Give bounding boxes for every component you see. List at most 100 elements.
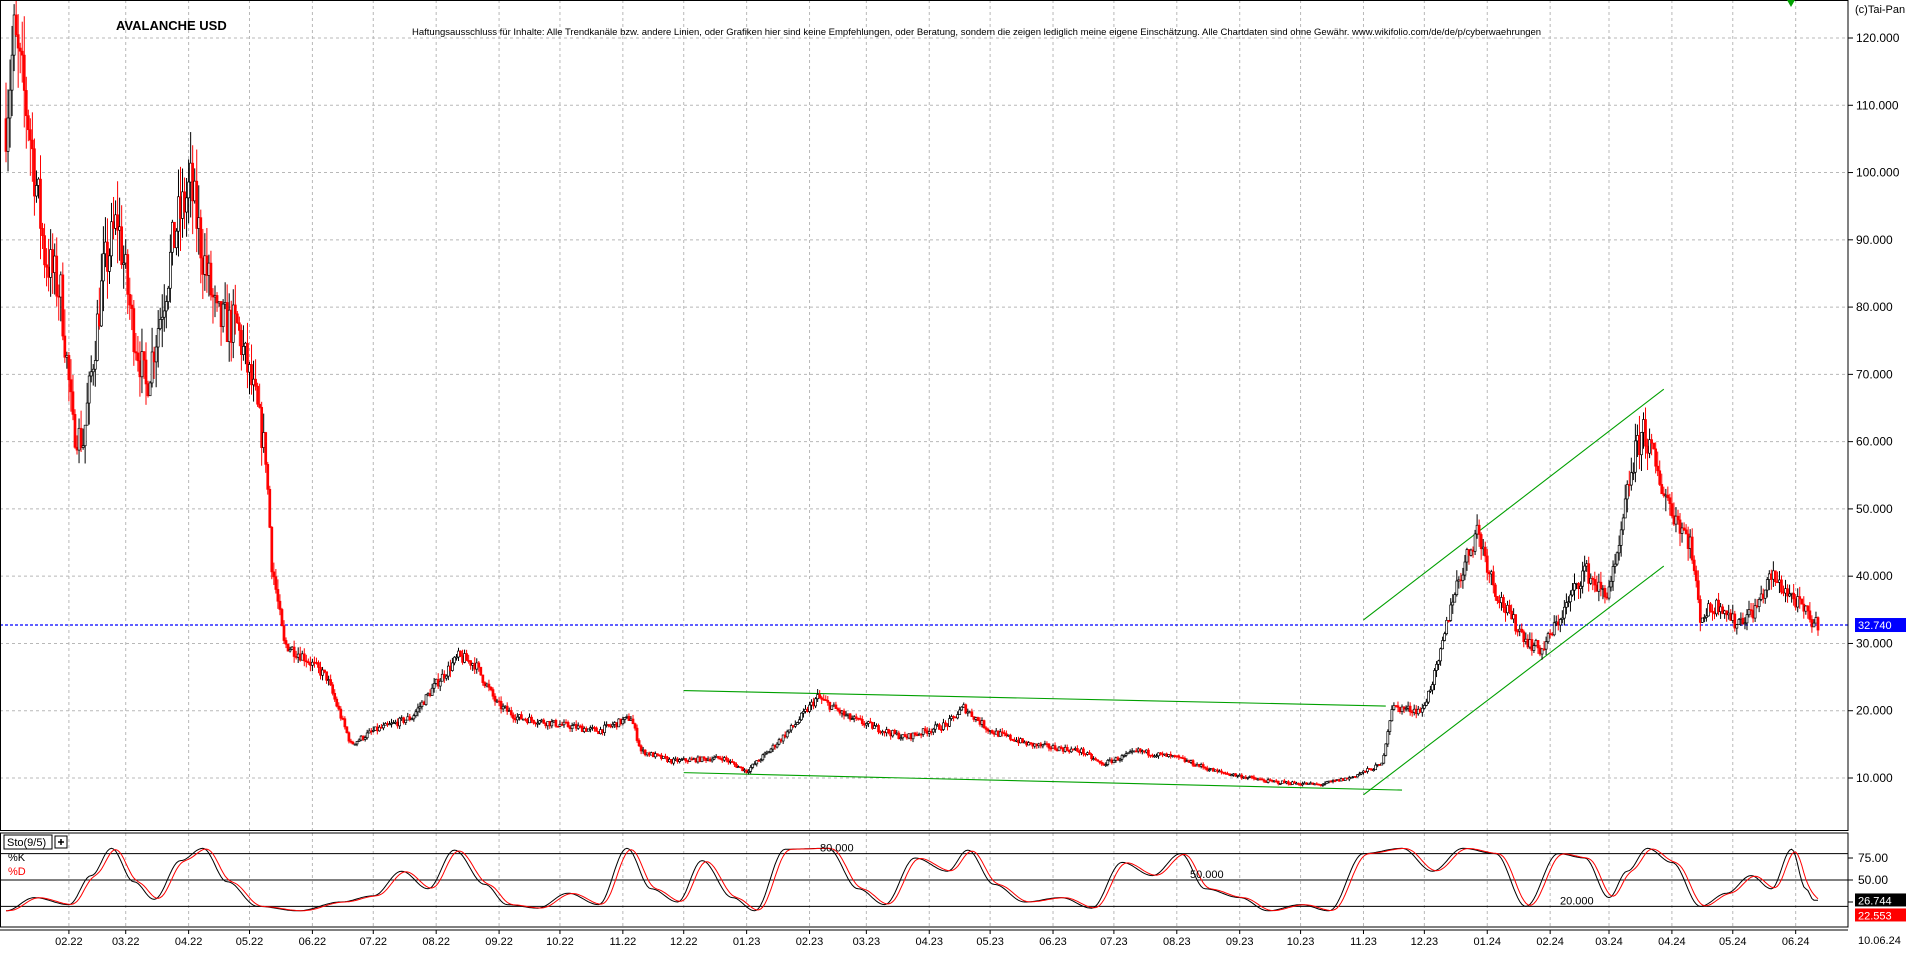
candle-body [1098, 760, 1102, 763]
candle-body [1544, 641, 1548, 650]
add-indicator-icon[interactable] [54, 835, 68, 849]
candle-body [1745, 614, 1749, 624]
candle-body [948, 718, 951, 727]
candle-body [1427, 690, 1430, 703]
candle-body [351, 741, 355, 745]
candle-body [493, 695, 497, 702]
candle-body [1234, 773, 1237, 777]
y-tick-label: 20.000 [1856, 704, 1893, 718]
d-value-label: 22.553 [1858, 910, 1892, 922]
candle-body [1423, 705, 1426, 709]
candle-body [680, 759, 684, 761]
x-tick-label: 02.23 [796, 936, 824, 948]
candle-body [1788, 593, 1791, 597]
candle-body [798, 719, 801, 723]
candle-body [481, 674, 485, 683]
candle-body [1621, 517, 1625, 531]
candle-body [1439, 648, 1442, 662]
candle-body [655, 753, 659, 756]
candle-body [1323, 783, 1327, 785]
candle-body [1230, 774, 1233, 777]
candle-body [1619, 529, 1623, 546]
x-tick-label: 05.22 [236, 936, 264, 948]
candle-body [1065, 746, 1069, 751]
candle-body [964, 704, 968, 714]
candle-body [1703, 617, 1706, 619]
candle-body [1599, 581, 1603, 590]
candle-body [335, 698, 339, 707]
y-tick-label: 60.000 [1856, 435, 1893, 449]
candle-body [1485, 555, 1489, 573]
x-tick-label: 01.23 [733, 936, 761, 948]
candle-body [284, 640, 288, 645]
candle-body [162, 310, 166, 318]
candle-body [1266, 779, 1270, 783]
candle-body [970, 711, 974, 717]
candle-body [844, 714, 848, 717]
candle-body [1536, 640, 1540, 649]
candle-body [329, 679, 333, 686]
candle-body [1569, 594, 1572, 603]
candle-body [1496, 596, 1499, 602]
candle-body [83, 424, 87, 447]
candle-body [81, 445, 85, 448]
candle-body [755, 760, 759, 765]
candle-body [1372, 769, 1375, 772]
x-tick-label: 11.22 [609, 936, 636, 948]
candle-body [1191, 760, 1195, 766]
last-price-label: 32.740 [1858, 620, 1892, 632]
candle-body [1262, 779, 1266, 782]
candle-body [1816, 617, 1820, 631]
candle-body [1157, 752, 1160, 757]
candle-body [775, 743, 779, 748]
candle-body [1437, 660, 1440, 665]
candle-body [378, 726, 381, 732]
candle-body [1743, 622, 1747, 625]
candle-body [280, 609, 284, 627]
candle-body [1658, 470, 1662, 485]
candle-body [438, 680, 442, 687]
candle-body [899, 737, 903, 740]
candle-body [1408, 705, 1412, 713]
candle-body [1735, 624, 1739, 629]
candle-body [132, 308, 136, 353]
candle-body [1711, 610, 1714, 613]
indicator-name-box[interactable] [3, 834, 53, 850]
candle-body [1617, 545, 1621, 554]
candle-body [1615, 552, 1619, 565]
k-value-tag [1855, 893, 1906, 907]
candle-body [1041, 744, 1045, 747]
candle-body [710, 758, 714, 762]
candle-body [785, 731, 789, 738]
candle-body [1502, 597, 1505, 608]
candle-body [10, 54, 14, 91]
candle-body [1812, 622, 1816, 628]
candle-body [712, 756, 716, 760]
candle-body [1705, 615, 1708, 618]
candle-body [1447, 620, 1451, 622]
candle-body [1581, 570, 1584, 587]
candle-body [41, 228, 44, 236]
candle-body [169, 251, 172, 289]
candle-body [733, 762, 736, 765]
candle-body [85, 402, 89, 426]
y-tick-label: 80.000 [1856, 300, 1893, 314]
candle-body [509, 710, 513, 716]
candle-body [1558, 619, 1562, 626]
candle-body [22, 54, 26, 91]
candle-body [631, 718, 635, 725]
candle-body [911, 732, 915, 740]
candle-body [1449, 604, 1453, 621]
candle-body [664, 755, 667, 758]
candle-body [1780, 579, 1783, 593]
candle-body [304, 660, 308, 663]
candle-body [1276, 780, 1280, 784]
candle-body [633, 723, 637, 729]
candle-body [126, 254, 130, 295]
candle-body [1763, 589, 1767, 599]
candle-body [1522, 631, 1526, 642]
candle-body [1390, 709, 1394, 722]
candle-body [1207, 769, 1211, 772]
candle-body [1386, 731, 1390, 745]
candle-body [6, 117, 10, 152]
